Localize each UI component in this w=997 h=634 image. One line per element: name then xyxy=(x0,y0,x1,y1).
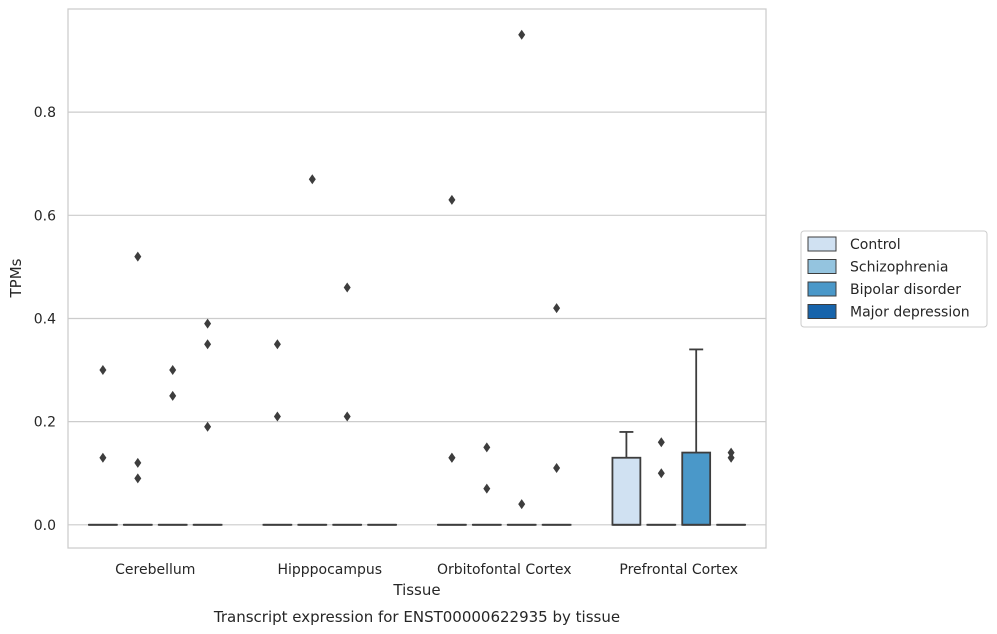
legend-entry-2: Bipolar disorder xyxy=(807,281,961,298)
box-2-3 xyxy=(541,303,572,526)
gridlines xyxy=(68,111,766,526)
outlier-point-0 xyxy=(204,421,212,432)
y-tick-label-3: 0.6 xyxy=(34,208,56,224)
outlier-point-1 xyxy=(99,365,107,376)
outlier-point-1 xyxy=(448,452,456,463)
legend-swatch xyxy=(807,281,837,297)
legend-label: Control xyxy=(850,237,901,253)
figure-caption: Transcript expression for ENST0000062293… xyxy=(213,608,620,626)
y-tick-label-1: 0.2 xyxy=(34,415,56,431)
y-tick-label-2: 0.4 xyxy=(34,311,56,327)
legend-entry-1: Schizophrenia xyxy=(807,259,948,276)
x-tick-label-0: Cerebellum xyxy=(115,562,195,578)
x-tick-label-3: Prefrontal Cortex xyxy=(619,562,738,578)
legend-swatch xyxy=(807,259,837,274)
outlier-point-0 xyxy=(343,411,351,422)
box-3-0 xyxy=(611,431,642,526)
legend-swatch xyxy=(807,236,837,252)
y-axis-ticks: 0.0 0.2 0.4 0.6 0.8 xyxy=(34,105,56,534)
outlier-point-1 xyxy=(553,303,561,314)
outlier-point-0 xyxy=(134,473,142,484)
outlier-point-2 xyxy=(448,194,456,205)
outlier-point-1 xyxy=(169,365,177,376)
box-0-0 xyxy=(88,365,118,526)
box-2-1 xyxy=(471,442,502,526)
outlier-point-2 xyxy=(204,318,212,329)
outlier-point-1 xyxy=(657,437,665,448)
box-2-0 xyxy=(437,194,467,526)
x-axis-label: Tissue xyxy=(392,581,440,599)
box-1-1 xyxy=(297,174,328,526)
outlier-point-0 xyxy=(273,411,281,422)
x-tick-label-1: Hipppocampus xyxy=(277,562,382,578)
box-2-2 xyxy=(506,29,537,526)
plot-frame xyxy=(67,8,767,549)
box-3-1 xyxy=(646,437,677,526)
outlier-point-0 xyxy=(553,463,561,474)
box-1-2 xyxy=(332,282,363,526)
box-0-1 xyxy=(122,251,153,526)
outlier-point-0 xyxy=(727,452,735,463)
box-1-0 xyxy=(262,339,293,526)
box-3-2 xyxy=(681,348,712,526)
outlier-point-1 xyxy=(727,447,735,458)
box-body xyxy=(611,456,642,526)
outlier-point-0 xyxy=(99,452,107,463)
y-axis-label: TPMs xyxy=(7,258,25,298)
legend-label: Major depression xyxy=(850,305,970,321)
legend-label: Schizophrenia xyxy=(850,260,948,276)
box-3-3 xyxy=(716,447,746,526)
box-0-3 xyxy=(192,318,223,526)
outlier-point-1 xyxy=(134,457,142,468)
outlier-point-0 xyxy=(308,174,316,185)
y-tick-label-0: 0.0 xyxy=(34,518,56,534)
legend-entry-0: Control xyxy=(807,236,901,253)
outlier-point-1 xyxy=(343,282,351,293)
legend-label: Bipolar disorder xyxy=(850,282,961,298)
outlier-point-1 xyxy=(483,442,491,453)
legend-frame xyxy=(800,230,988,328)
outlier-point-1 xyxy=(273,339,281,350)
boxes xyxy=(88,29,746,526)
y-tick-label-4: 0.8 xyxy=(34,105,56,121)
outlier-point-1 xyxy=(204,339,212,350)
legend: Control Schizophrenia Bipolar disorder Majo… xyxy=(800,230,988,328)
outlier-point-0 xyxy=(657,468,665,479)
box-0-2 xyxy=(157,365,188,526)
outlier-point-0 xyxy=(518,499,526,510)
outlier-point-0 xyxy=(169,390,177,401)
x-tick-label-2: Orbitofontal Cortex xyxy=(437,562,572,578)
outlier-point-2 xyxy=(134,251,142,262)
legend-entry-3: Major depression xyxy=(807,304,970,321)
legend-swatch xyxy=(807,304,837,319)
box-body xyxy=(681,451,712,526)
outlier-point-1 xyxy=(518,29,526,40)
x-axis-ticks: Cerebellum Hipppocampus Orbitofontal Corte… xyxy=(115,562,738,578)
outlier-point-0 xyxy=(483,483,491,494)
